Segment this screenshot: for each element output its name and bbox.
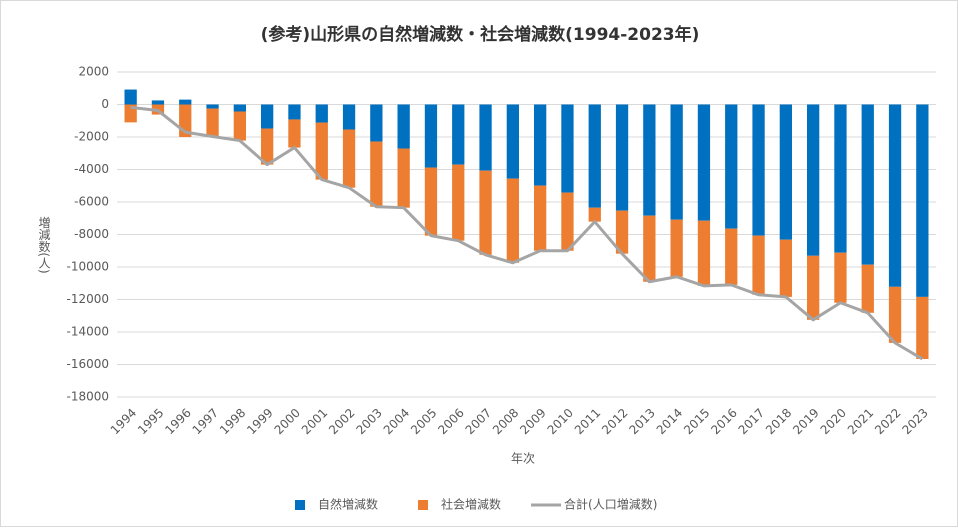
chart-title: (参考)山形県の自然増減数・社会増減数(1994-2023年) [261,24,700,45]
bar [506,104,519,179]
legend-label: 自然増減数 [318,497,378,512]
bar [370,104,383,142]
bar [288,104,301,120]
y-tick-label: -14000 [66,325,109,339]
legend-label: 合計(人口増減数) [564,497,657,512]
bar [834,104,847,253]
bar [233,104,246,112]
line [130,105,924,361]
bar [615,104,629,211]
bar [670,219,683,277]
bar [779,239,792,297]
bar [697,220,711,286]
bar [643,215,656,282]
y-tick-label: -8000 [74,227,109,241]
bar [370,141,383,207]
bar [916,104,929,297]
x-axis-title: 年次 [511,452,535,466]
bar [261,128,274,165]
bar [643,104,656,216]
bar [424,167,438,236]
bar [479,104,492,171]
bar [452,164,465,241]
bar [561,104,574,193]
y-tick-label: -10000 [66,260,109,274]
y-axis-title: 増減数(人) [37,216,51,274]
legend-label: 社会増減数 [441,497,501,512]
bar [888,286,902,343]
bar [807,104,820,256]
bar [615,210,629,254]
bar [342,104,356,130]
bar [725,104,738,229]
y-tick-label: -12000 [66,292,109,306]
bar [697,104,711,221]
bar [261,104,274,129]
y-tick-label: -6000 [74,195,109,209]
bar [479,170,492,255]
y-tick-label: -2000 [74,130,109,144]
y-tick-label: -16000 [66,357,109,371]
y-tick-label: 0 [101,97,109,111]
bar [534,185,547,251]
bar [315,122,328,180]
bar [179,99,192,105]
legend-swatch [418,500,429,510]
bar [861,104,874,265]
legend-swatch [295,500,305,510]
bar [752,235,765,295]
bar [424,104,438,168]
bar [807,255,820,320]
bar [534,104,547,186]
bar [124,89,137,105]
bar [670,104,683,220]
bar [206,108,219,137]
bar [834,252,847,303]
bar [452,104,465,165]
bar [888,104,902,287]
bar [288,119,301,148]
bar [916,296,929,359]
bar [561,192,574,251]
bar [397,104,410,149]
y-tick-label: 2000 [78,65,109,79]
bar [779,104,792,240]
bar [315,104,328,123]
y-tick-label: -4000 [74,162,109,176]
bar [506,178,519,263]
bar [725,228,738,285]
bar [342,129,356,188]
bar [397,148,410,208]
bar [752,104,765,236]
bar [206,104,219,109]
y-tick-label: -18000 [66,390,109,404]
bar [588,104,601,208]
bar [588,207,601,222]
bar [151,100,165,105]
bar [233,111,246,141]
bar [861,264,874,313]
